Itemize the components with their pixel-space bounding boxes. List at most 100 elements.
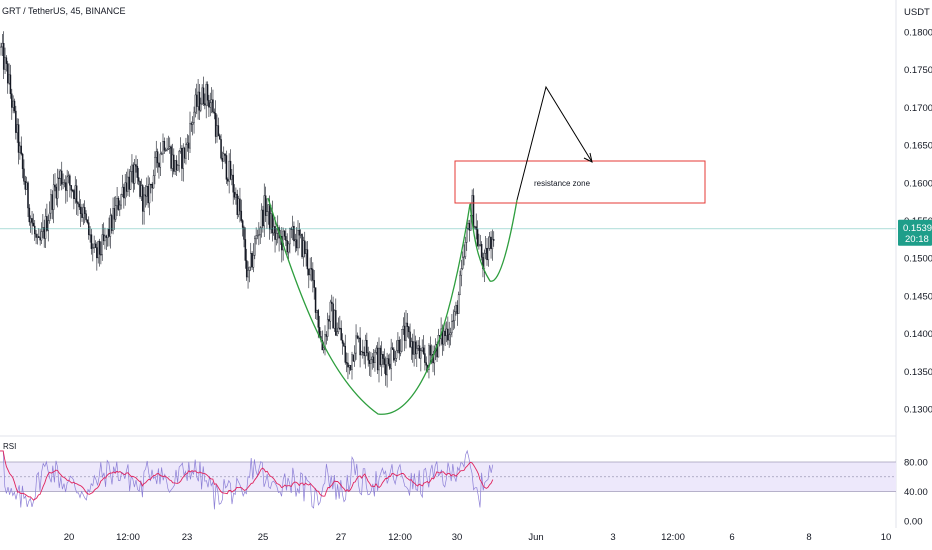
candle-body: [28, 207, 31, 223]
candle-body: [89, 234, 91, 236]
candle-body: [298, 229, 301, 236]
candle-body: [393, 349, 395, 361]
candle-body: [412, 341, 414, 355]
cup-and-handle-curve[interactable]: [267, 197, 518, 415]
symbol-title: GRT / TetherUS, 45, BINANCE: [2, 6, 126, 16]
candle-body: [425, 362, 428, 366]
candle-body: [73, 190, 75, 200]
candle-body: [429, 345, 432, 356]
candle-body: [183, 147, 186, 159]
projection-arrow[interactable]: [516, 85, 593, 201]
candle-body: [407, 326, 410, 333]
candle-body: [299, 234, 302, 236]
candle-body: [112, 208, 114, 231]
candle-body: [197, 91, 199, 107]
candle-body: [231, 174, 233, 180]
candle-body: [401, 329, 403, 352]
time-tick-label: 12:00: [116, 532, 140, 543]
candle-body: [294, 239, 297, 242]
candle-body: [328, 319, 330, 322]
price-tick-label: 0.1700: [904, 103, 932, 114]
candle-body: [309, 268, 311, 276]
rsi-pane[interactable]: RSI 80.00 40.00 0.00: [0, 442, 928, 528]
candle-body: [293, 225, 295, 242]
candle-body: [475, 226, 477, 230]
candle-body: [424, 353, 426, 363]
candle-body: [251, 253, 253, 268]
time-tick-label: 27: [336, 532, 347, 543]
candle-body: [214, 113, 217, 137]
price-pane[interactable]: resistance zone: [0, 0, 897, 528]
candle-body: [195, 94, 198, 107]
candle-body: [16, 124, 18, 133]
resistance-zone-box[interactable]: [454, 160, 706, 204]
candle-body: [310, 268, 313, 270]
candle-body: [109, 215, 112, 237]
candle-body: [86, 219, 89, 223]
time-axis[interactable]: 20 12:00 23 25 27 12:00 30 Jun 3 12:00 6 8 10: [64, 532, 892, 543]
candle-body: [457, 294, 460, 314]
candle-body: [403, 325, 406, 341]
candle-body: [202, 87, 205, 104]
candle-body: [471, 195, 473, 216]
candle-body: [467, 222, 469, 229]
candle-body: [181, 147, 183, 169]
candle-body: [194, 94, 197, 113]
candle-body: [359, 337, 361, 356]
candle-body: [31, 218, 33, 224]
candle-body: [170, 146, 172, 169]
candle-body: [129, 171, 132, 190]
candle-body: [430, 354, 433, 356]
candle-body: [232, 174, 234, 193]
price-tick-label: 0.1500: [904, 254, 932, 265]
candle-body: [75, 185, 78, 203]
price-tick-label: 0.1400: [904, 329, 932, 340]
candle-body: [304, 240, 306, 254]
candle-body: [185, 144, 187, 159]
candle-body: [220, 139, 222, 159]
candle-body: [297, 229, 299, 249]
candle-body: [29, 218, 32, 223]
candle-body: [364, 340, 367, 356]
candle-body: [358, 337, 360, 339]
candle-body: [127, 176, 129, 192]
candle-body: [352, 354, 355, 362]
candle-body: [100, 254, 102, 256]
candle-body: [463, 256, 465, 258]
candle-body: [20, 145, 23, 155]
candle-body: [155, 151, 157, 158]
candle-body: [167, 148, 170, 150]
candle-body: [36, 236, 39, 238]
candle-body: [283, 230, 286, 237]
candle-body: [108, 228, 110, 237]
candle-body: [336, 331, 338, 336]
candle-body: [154, 157, 156, 176]
candle-body: [268, 204, 271, 230]
candle-body: [168, 146, 171, 149]
candle-body: [416, 348, 418, 355]
rsi-line: [0, 449, 494, 510]
candle-body: [406, 322, 409, 327]
candle-body: [479, 244, 482, 246]
candle-body: [198, 91, 201, 111]
candle-body: [123, 186, 125, 199]
candle-body: [85, 213, 87, 220]
candle-body: [236, 193, 238, 215]
candle-body: [151, 184, 153, 189]
candle-body: [349, 365, 352, 370]
current-price-badge[interactable]: [898, 219, 932, 246]
candle-body: [212, 99, 214, 113]
price-axis[interactable]: USDT0.18000.17500.17000.16500.16000.1550…: [898, 7, 932, 416]
candle-body: [61, 170, 63, 185]
candle-body: [466, 228, 468, 243]
candle-body: [491, 239, 494, 250]
candle-body: [258, 234, 260, 236]
bar-countdown: 20:18: [905, 234, 929, 245]
candle-body: [399, 350, 402, 354]
candle-body: [200, 103, 202, 111]
candle-body: [63, 182, 66, 184]
candle-body: [140, 185, 143, 197]
candle-body: [228, 160, 230, 182]
candle-body: [204, 103, 206, 106]
